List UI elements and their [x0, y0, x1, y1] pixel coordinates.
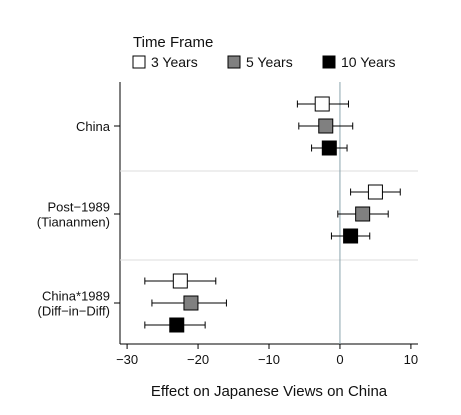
- legend-label-3-years: 3 Years: [151, 54, 198, 70]
- plot-area: [119, 82, 418, 345]
- x-tick-label: 10: [404, 352, 418, 367]
- legend-label-10-years: 10 Years: [341, 54, 396, 70]
- point-estimate-marker: [355, 206, 371, 222]
- category-label: Post−1989: [47, 200, 110, 215]
- category-label: (Tiananmen): [37, 215, 110, 230]
- legend-swatch-5-years: [227, 55, 241, 69]
- point-estimate-marker: [314, 96, 330, 112]
- point-estimate-marker: [321, 140, 337, 156]
- point-estimate-marker: [183, 295, 199, 311]
- legend-swatch-10-years: [322, 55, 336, 69]
- data-marks: [144, 96, 401, 333]
- x-tick-label: −10: [258, 352, 280, 367]
- category-label: China*1989: [42, 289, 110, 304]
- point-estimate-marker: [172, 273, 188, 289]
- legend-swatch-3-years: [132, 55, 146, 69]
- category-labels: China Post−1989(Tiananmen) China*1989(Diff…: [37, 119, 120, 319]
- point-estimate-marker: [343, 228, 359, 244]
- x-tick-label: −30: [116, 352, 138, 367]
- point-estimate-marker: [318, 118, 334, 134]
- point-estimate-marker: [367, 184, 383, 200]
- category-label: China: [76, 119, 111, 134]
- x-tick-label: −20: [187, 352, 209, 367]
- x-tick-label: 0: [336, 352, 343, 367]
- x-axis-ticks: −30 −20 −10 0 10: [116, 344, 418, 367]
- point-estimate-marker: [169, 317, 185, 333]
- category-label: (Diff−in−Diff): [38, 304, 111, 319]
- x-axis-title: Effect on Japanese Views on China: [151, 383, 388, 400]
- legend-label-5-years: 5 Years: [246, 54, 293, 70]
- legend-title: Time Frame: [133, 34, 213, 51]
